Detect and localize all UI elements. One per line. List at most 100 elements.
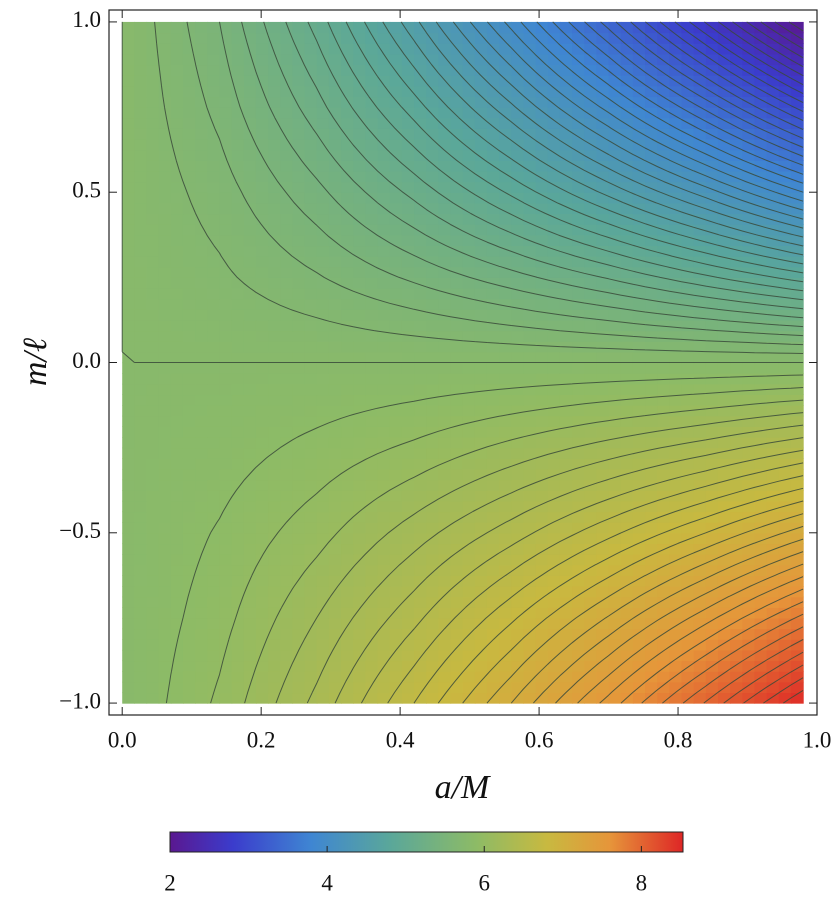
heat-cell [134,500,148,513]
heat-cell [438,202,452,215]
heat-cell [681,192,695,204]
heat-cell [499,479,512,491]
heat-cell [122,32,135,44]
heat-cell [632,21,646,34]
heat-cell [572,426,585,438]
heat-cell [499,617,512,630]
heat-cell [778,107,792,119]
x-tick-label: 0.4 [386,727,415,752]
heat-cell [572,117,585,129]
heat-cell [766,32,780,44]
heat-cell [584,107,598,119]
heat-cell [426,85,439,98]
heat-cell [717,500,731,513]
heat-cell [474,160,488,172]
heat-cell [255,405,269,417]
heat-cell [341,170,354,183]
heat-cell [341,468,354,481]
heat-cell [280,362,294,374]
heat-cell [547,117,561,129]
contour-line [732,21,804,68]
heat-cell [280,224,294,236]
heat-cell [438,277,452,289]
heat-cell [705,575,719,587]
heat-cell [316,75,330,87]
heat-cell [535,128,549,140]
heat-cell [730,330,743,342]
heat-cell [645,692,658,704]
heat-cell [268,21,281,34]
heat-cell [255,522,269,534]
heat-cell [243,287,257,300]
heat-cell [450,224,464,236]
heat-cell [146,554,160,566]
heat-cell [304,53,318,66]
heat-cell [559,373,573,385]
heat-cell [620,21,634,34]
heat-cell [401,234,415,247]
heat-cell [146,575,160,587]
heat-cell [292,394,306,406]
heat-cell [486,287,500,300]
heat-cell [450,96,464,108]
heat-cell [608,607,622,619]
heat-cell [134,330,148,342]
heat-cell [742,447,756,459]
heat-cell [754,234,768,247]
heat-cell [450,511,464,523]
heat-cell [742,224,756,236]
heat-cell [292,575,306,587]
heat-cell [693,468,707,481]
heat-cell [122,394,135,406]
heat-cell [316,170,330,183]
heat-cell [742,639,756,651]
heat-cell [657,437,670,449]
heat-cell [730,479,743,491]
heat-cell [158,383,172,396]
heat-cell [170,617,184,630]
heat-cell [182,458,196,470]
heat-cell [219,681,233,694]
heat-cell [304,309,318,321]
heat-cell [146,21,160,34]
heat-cell [328,330,342,342]
heat-cell [645,53,658,66]
heat-cell [341,21,354,34]
heat-cell [717,319,731,332]
heat-cell [645,298,658,310]
heat-cell [316,394,330,406]
heat-cell [717,85,731,98]
heat-cell [669,639,683,651]
heat-cell [608,437,622,449]
heat-cell [742,490,756,502]
heat-cell [511,543,525,555]
heat-cell [572,415,585,427]
heat-cell [717,256,731,268]
heat-cell [389,107,403,119]
heat-cell [219,160,233,172]
heat-cell [730,287,743,300]
heat-cell [353,447,366,459]
heat-cell [717,96,731,108]
heat-cell [280,138,294,151]
heat-cell [657,192,670,204]
heat-cell [705,607,719,619]
heat-cell [195,426,208,438]
heat-cell [572,671,585,683]
heat-cell [365,309,379,321]
heat-cell [705,437,719,449]
heat-cell [377,649,391,662]
heat-cell [681,617,695,630]
heat-cell [778,681,792,694]
heat-cell [328,213,342,225]
heat-cell [304,128,318,140]
heat-cell [742,256,756,268]
heat-cell [632,341,646,353]
heat-cell [730,564,743,576]
heat-cell [462,639,476,651]
heat-cell [122,500,135,513]
heat-cell [547,319,561,332]
heat-cell [486,341,500,353]
heat-cell [134,245,148,257]
heat-cell [705,479,719,491]
